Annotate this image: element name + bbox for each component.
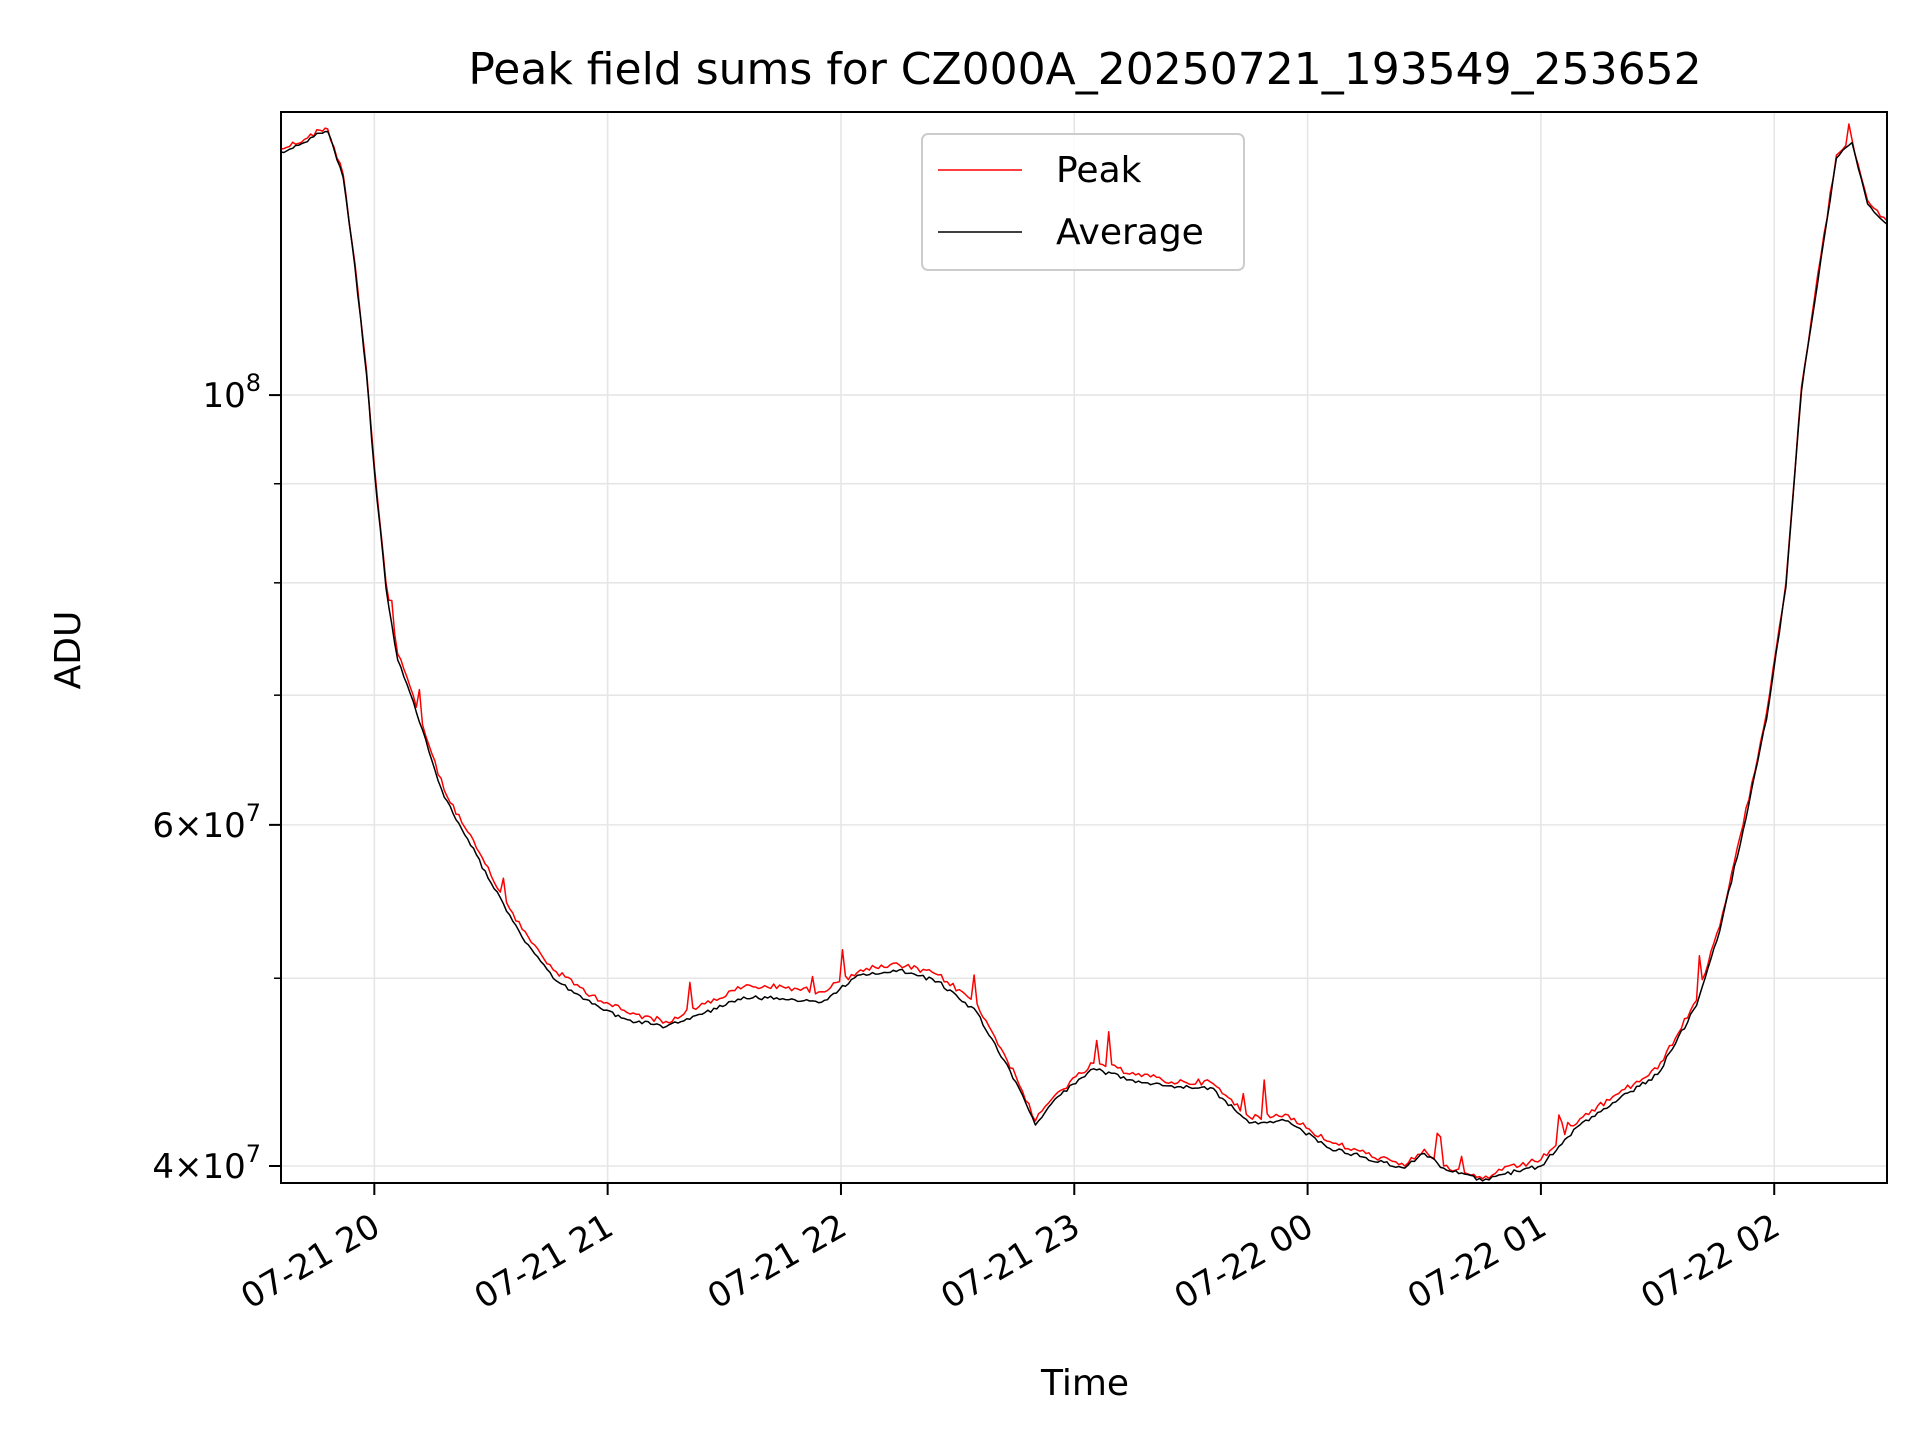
y-tick-label: 4×107 <box>152 1140 261 1187</box>
y-tick-label: 6×107 <box>152 799 261 846</box>
legend: Peak Average <box>921 133 1245 271</box>
series-layer <box>280 123 1888 1182</box>
series-line-peak <box>280 123 1888 1180</box>
y-tick-label: 108 <box>202 369 261 416</box>
series-line-average <box>280 130 1888 1182</box>
plot-frame <box>280 111 1888 1184</box>
grid <box>281 112 1887 1183</box>
legend-box <box>921 133 1245 271</box>
chart-title: Peak field sums for CZ000A_20250721_1935… <box>468 44 1701 95</box>
y-axis-label: ADU <box>48 611 89 690</box>
x-axis-label: Time <box>1040 1363 1129 1404</box>
legend-average-label: Average <box>1056 212 1204 253</box>
legend-peak-label: Peak <box>1056 150 1142 191</box>
